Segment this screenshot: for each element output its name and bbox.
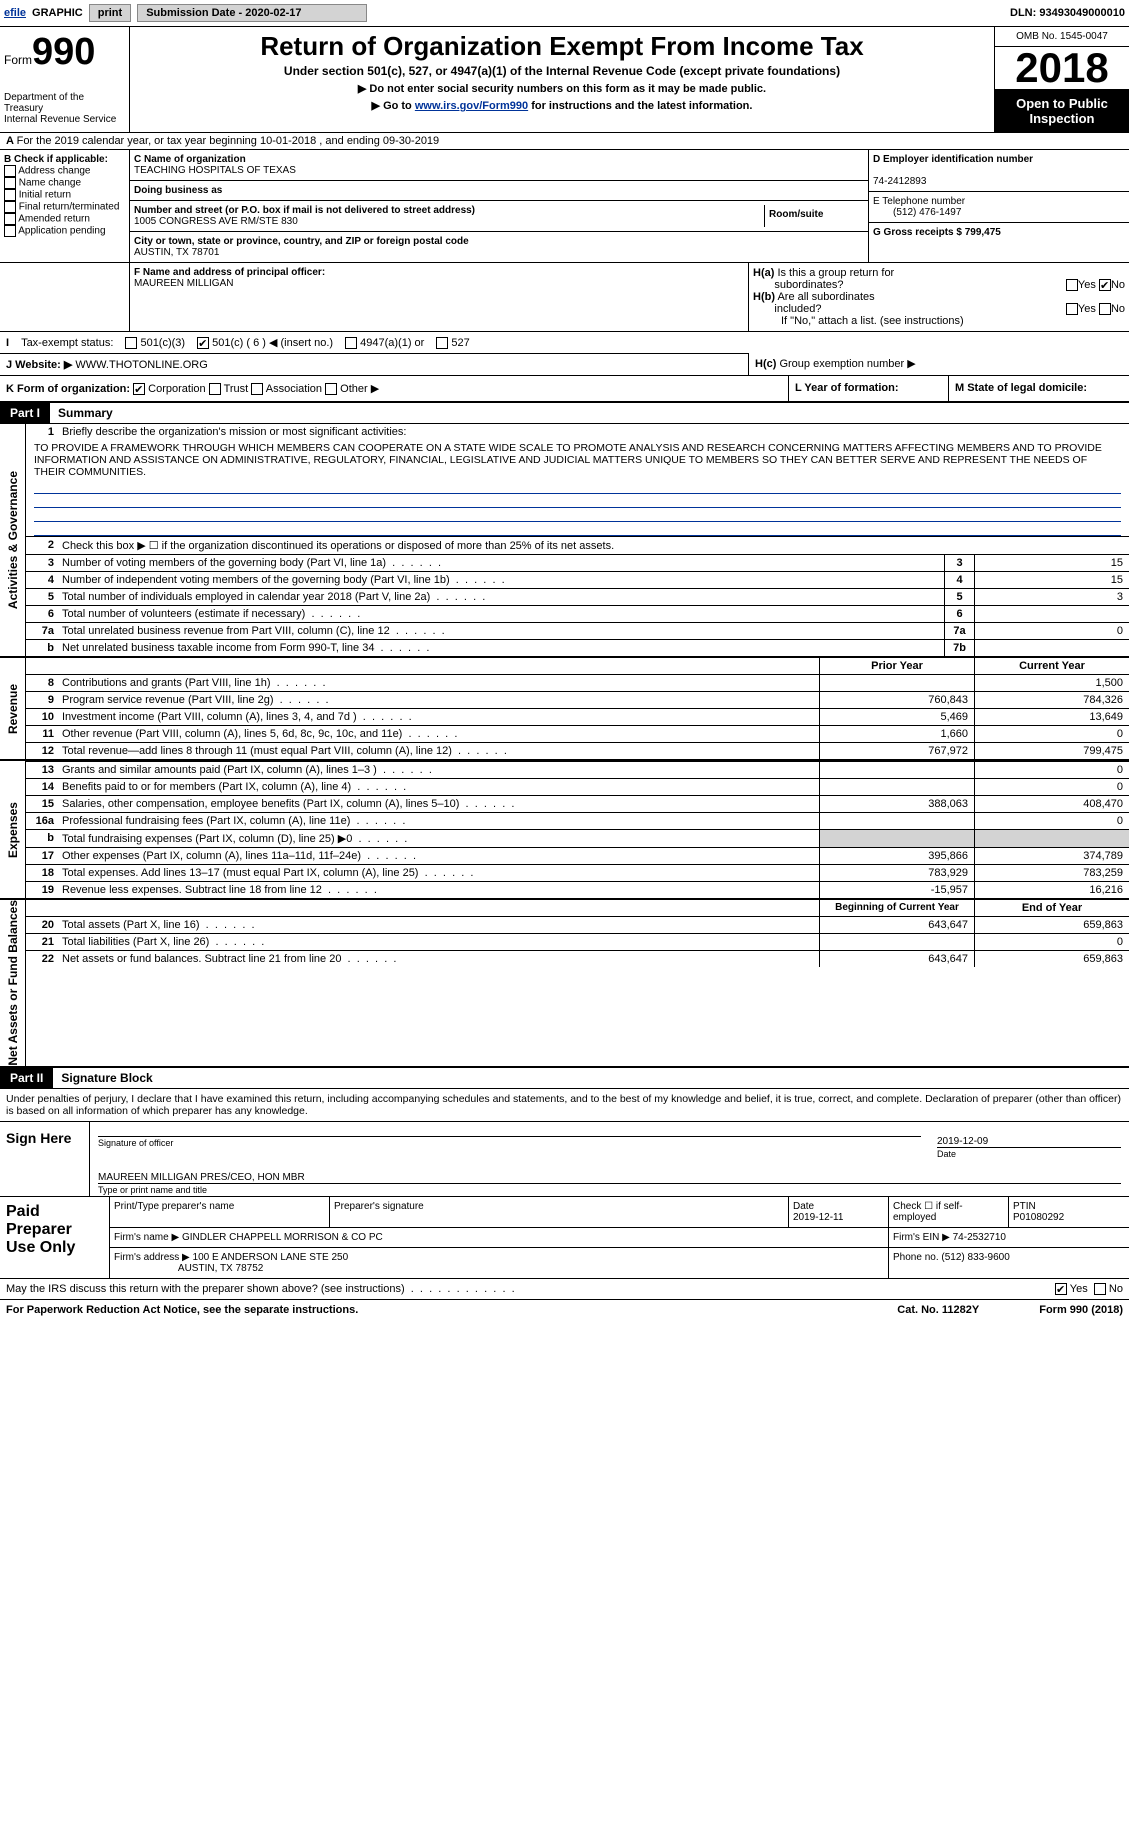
org-address: 1005 CONGRESS AVE RM/STE 830 <box>134 216 298 227</box>
part-i-gov: Activities & Governance 1Briefly describ… <box>0 424 1129 658</box>
part-i-exp: Expenses 13Grants and similar amounts pa… <box>0 761 1129 900</box>
tax-year: 2018 <box>995 47 1129 90</box>
line-21: 21Total liabilities (Part X, line 26)0 <box>26 933 1129 950</box>
tab-net-assets: Net Assets or Fund Balances <box>6 900 20 1066</box>
firm-phone: (512) 833-9600 <box>941 1252 1009 1263</box>
dept-label: Department of the Treasury Internal Reve… <box>4 92 125 125</box>
tab-expenses: Expenses <box>6 802 20 858</box>
line-12: 12Total revenue—add lines 8 through 11 (… <box>26 742 1129 759</box>
col-f: F Name and address of principal officer:… <box>130 263 749 331</box>
telephone: (512) 476-1497 <box>873 207 961 218</box>
website: WWW.THOTONLINE.ORG <box>75 359 207 371</box>
line-13: 13Grants and similar amounts paid (Part … <box>26 761 1129 778</box>
part-i-net: Net Assets or Fund Balances Beginning of… <box>0 900 1129 1068</box>
part-ii-header: Part IISignature Block <box>0 1068 1129 1089</box>
line-17: 17Other expenses (Part IX, column (A), l… <box>26 847 1129 864</box>
tab-revenue: Revenue <box>6 684 20 734</box>
form-title: Return of Organization Exempt From Incom… <box>138 31 986 62</box>
col-c: C Name of organizationTEACHING HOSPITALS… <box>130 150 869 262</box>
discuss-row: May the IRS discuss this return with the… <box>0 1279 1129 1300</box>
firm-ein: 74-2532710 <box>953 1232 1006 1243</box>
submission-date-button[interactable]: Submission Date - 2020-02-17 <box>137 4 367 22</box>
gov-line-7a: 7aTotal unrelated business revenue from … <box>26 622 1129 639</box>
line-19: 19Revenue less expenses. Subtract line 1… <box>26 881 1129 898</box>
paid-preparer-block: Paid Preparer Use Only Print/Type prepar… <box>0 1197 1129 1279</box>
line-9: 9Program service revenue (Part VIII, lin… <box>26 691 1129 708</box>
gov-line-b: bNet unrelated business taxable income f… <box>26 639 1129 656</box>
gov-line-3: 3Number of voting members of the governi… <box>26 554 1129 571</box>
ptin: P01080292 <box>1013 1212 1064 1223</box>
dln-label: DLN: 93493049000010 <box>1010 7 1125 19</box>
top-bar: efile GRAPHIC print Submission Date - 20… <box>0 0 1129 27</box>
row-fh: F Name and address of principal officer:… <box>0 263 1129 332</box>
col-h: H(a) Is this a group return for subordin… <box>749 263 1129 331</box>
sign-here-block: Sign Here Signature of officer 2019-12-0… <box>0 1122 1129 1197</box>
signer-name: MAUREEN MILLIGAN PRES/CEO, HON MBR <box>90 1172 1129 1183</box>
gov-line-5: 5Total number of individuals employed in… <box>26 588 1129 605</box>
officer-name: MAUREEN MILLIGAN <box>134 278 233 289</box>
check-application-pending[interactable]: Application pending <box>4 225 125 237</box>
gov-line-6: 6Total number of volunteers (estimate if… <box>26 605 1129 622</box>
col-b: B Check if applicable: Address change Na… <box>0 150 130 262</box>
gov-line-4: 4Number of independent voting members of… <box>26 571 1129 588</box>
ein-value: 74-2412893 <box>873 176 926 187</box>
declaration: Under penalties of perjury, I declare th… <box>0 1089 1129 1122</box>
line-8: 8Contributions and grants (Part VIII, li… <box>26 674 1129 691</box>
irs-link[interactable]: www.irs.gov/Form990 <box>415 100 528 112</box>
part-i-header: Part ISummary <box>0 403 1129 424</box>
open-inspection: Open to Public Inspection <box>995 90 1129 132</box>
line-16a: 16aProfessional fundraising fees (Part I… <box>26 812 1129 829</box>
line-14: 14Benefits paid to or for members (Part … <box>26 778 1129 795</box>
line-b: bTotal fundraising expenses (Part IX, co… <box>26 829 1129 847</box>
row-klm: K Form of organization: Corporation Trus… <box>0 376 1129 403</box>
line-22: 22Net assets or fund balances. Subtract … <box>26 950 1129 967</box>
gross-receipts: G Gross receipts $ 799,475 <box>873 227 1001 238</box>
row-i: I Tax-exempt status: 501(c)(3) 501(c) ( … <box>0 332 1129 353</box>
form-number: Form990 <box>4 31 125 74</box>
mission-text: TO PROVIDE A FRAMEWORK THROUGH WHICH MEM… <box>26 440 1129 480</box>
line-a: A For the 2019 calendar year, or tax yea… <box>0 133 1129 150</box>
line-11: 11Other revenue (Part VIII, column (A), … <box>26 725 1129 742</box>
entity-block: B Check if applicable: Address change Na… <box>0 150 1129 263</box>
col-deg: D Employer identification number74-24128… <box>869 150 1129 262</box>
org-city: AUSTIN, TX 78701 <box>134 247 219 258</box>
warning-line: ▶ Do not enter social security numbers o… <box>138 82 986 95</box>
form-header: Form990 Department of the Treasury Inter… <box>0 27 1129 133</box>
footer: For Paperwork Reduction Act Notice, see … <box>0 1300 1129 1320</box>
graphic-label: GRAPHIC <box>32 7 83 19</box>
print-button[interactable]: print <box>89 4 131 22</box>
check-initial-return[interactable]: Initial return <box>4 189 125 201</box>
check-name-change[interactable]: Name change <box>4 177 125 189</box>
tab-governance: Activities & Governance <box>6 471 20 609</box>
part-i-rev: Revenue Prior YearCurrent Year 8Contribu… <box>0 658 1129 761</box>
line-20: 20Total assets (Part X, line 16)643,6476… <box>26 916 1129 933</box>
goto-line: ▶ Go to www.irs.gov/Form990 for instruct… <box>138 99 986 112</box>
form-subtitle: Under section 501(c), 527, or 4947(a)(1)… <box>138 64 986 78</box>
firm-name: GINDLER CHAPPELL MORRISON & CO PC <box>182 1232 383 1243</box>
efile-link[interactable]: efile <box>4 7 26 19</box>
line-18: 18Total expenses. Add lines 13–17 (must … <box>26 864 1129 881</box>
firm-addr1: 100 E ANDERSON LANE STE 250 <box>193 1252 349 1263</box>
check-final-return-terminated[interactable]: Final return/terminated <box>4 201 125 213</box>
row-j-hc: J Website: ▶ WWW.THOTONLINE.ORG H(c) Gro… <box>0 353 1129 376</box>
check-amended-return[interactable]: Amended return <box>4 213 125 225</box>
check-address-change[interactable]: Address change <box>4 165 125 177</box>
org-name: TEACHING HOSPITALS OF TEXAS <box>134 165 296 176</box>
line-15: 15Salaries, other compensation, employee… <box>26 795 1129 812</box>
line-10: 10Investment income (Part VIII, column (… <box>26 708 1129 725</box>
